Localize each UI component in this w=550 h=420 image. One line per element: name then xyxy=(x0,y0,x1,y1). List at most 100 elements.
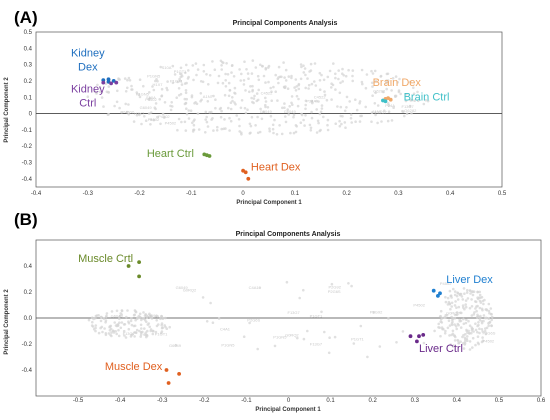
data-point-muscle-crtl xyxy=(137,274,142,279)
gene-cloud-point xyxy=(148,96,152,100)
gene-cloud-point xyxy=(454,300,457,303)
gene-cloud-point xyxy=(299,63,303,66)
gene-cloud-point xyxy=(334,76,337,80)
gene-cloud-point xyxy=(91,325,95,328)
gene-cloud-point xyxy=(174,343,178,347)
gene-cloud-point xyxy=(254,66,258,69)
gene-cloud-label: S10A xyxy=(162,65,172,70)
gene-cloud-point xyxy=(276,99,279,102)
gene-cloud-point xyxy=(332,62,335,65)
gene-cloud-point xyxy=(148,91,151,94)
gene-cloud-point xyxy=(240,133,243,136)
gene-cloud-point xyxy=(370,81,374,85)
gene-cloud-point xyxy=(476,290,480,294)
gene-cloud-point xyxy=(139,335,142,338)
gene-cloud-point xyxy=(272,131,275,135)
gene-cloud-point xyxy=(164,316,167,320)
panel-b-xtick-label: 0.4 xyxy=(453,398,462,404)
gene-cloud-point xyxy=(171,105,174,108)
gene-cloud-point xyxy=(271,123,275,127)
gene-cloud-point xyxy=(344,74,348,78)
gene-cloud-point xyxy=(104,332,108,335)
gene-cloud-point xyxy=(399,92,403,96)
gene-cloud-point xyxy=(490,324,493,328)
gene-cloud-point xyxy=(462,322,466,326)
gene-cloud-point xyxy=(210,118,213,121)
series-label-liver-dex: Liver Dex xyxy=(446,274,493,286)
gene-cloud-point xyxy=(468,324,472,328)
gene-cloud-point xyxy=(295,125,299,128)
gene-cloud-point xyxy=(143,115,146,118)
gene-cloud-point xyxy=(86,95,90,98)
gene-cloud-point xyxy=(370,69,373,73)
gene-cloud-point xyxy=(149,118,153,121)
gene-cloud-point xyxy=(478,318,482,322)
gene-cloud-point xyxy=(448,302,452,306)
gene-cloud-point xyxy=(351,69,355,72)
gene-cloud-point xyxy=(453,334,457,338)
gene-cloud-point xyxy=(284,120,288,124)
data-point-liver-ctrl xyxy=(421,333,426,337)
gene-cloud-point xyxy=(317,121,320,125)
gene-cloud-point xyxy=(104,82,108,86)
gene-cloud-point xyxy=(453,313,457,317)
panel-b-ytick-label: 0.4 xyxy=(24,264,33,270)
gene-cloud-point xyxy=(274,90,278,93)
gene-cloud-point xyxy=(216,81,220,85)
gene-cloud-point xyxy=(118,321,121,325)
gene-cloud-point xyxy=(247,77,250,80)
gene-cloud-point xyxy=(98,90,102,94)
gene-cloud-point xyxy=(292,113,296,117)
gene-cloud-point xyxy=(482,319,485,323)
panel-a-xtick-label: 0.5 xyxy=(498,191,507,197)
gene-cloud-point xyxy=(482,302,485,306)
series-label-brain-dex: Brain Dex xyxy=(373,77,422,89)
gene-cloud-point xyxy=(412,86,415,89)
gene-cloud-point xyxy=(323,90,326,93)
gene-cloud-point xyxy=(91,320,94,324)
gene-cloud-label: P1GT1 xyxy=(351,337,364,342)
gene-cloud-point xyxy=(395,341,398,344)
data-point-liver-ctrl xyxy=(408,334,413,339)
gene-cloud-point xyxy=(380,120,383,123)
gene-cloud-point xyxy=(185,97,188,101)
gene-cloud-point xyxy=(405,93,408,96)
series-label-muscle-dex: Muscle Dex xyxy=(105,361,163,373)
gene-cloud-label: C4A1 xyxy=(249,285,260,290)
gene-cloud-point xyxy=(455,306,458,310)
gene-cloud-point xyxy=(130,88,133,91)
gene-cloud-point xyxy=(456,298,460,301)
gene-cloud-point xyxy=(455,294,459,298)
series-label-heart-ctrl: Heart Ctrl xyxy=(147,148,194,160)
gene-cloud-point xyxy=(92,317,95,321)
gene-cloud-point xyxy=(183,97,187,101)
gene-cloud-point xyxy=(326,123,329,127)
gene-cloud-point xyxy=(161,112,165,116)
panel-b-xtick-label: -0.3 xyxy=(157,398,168,404)
gene-cloud-point xyxy=(386,102,390,105)
gene-cloud-point xyxy=(364,86,368,90)
gene-cloud-point xyxy=(468,306,472,310)
gene-cloud-point xyxy=(270,99,274,102)
gene-cloud-point xyxy=(115,100,119,104)
gene-cloud-point xyxy=(264,66,268,70)
gene-cloud-point xyxy=(289,131,292,135)
gene-cloud-point xyxy=(160,314,163,318)
gene-cloud-point xyxy=(284,85,287,88)
data-point-heart-ctrl xyxy=(207,154,212,158)
gene-cloud-point xyxy=(187,75,190,79)
gene-cloud-point xyxy=(173,73,177,76)
gene-cloud-point xyxy=(161,317,165,321)
gene-cloud-point xyxy=(359,324,363,328)
gene-cloud-point xyxy=(470,305,474,308)
gene-cloud-point xyxy=(233,86,237,90)
gene-cloud-point xyxy=(207,83,210,86)
gene-cloud-point xyxy=(461,335,464,339)
gene-cloud-point xyxy=(387,110,391,113)
gene-cloud-point xyxy=(344,126,347,129)
gene-cloud-point xyxy=(171,81,175,85)
data-point-liver-dex xyxy=(438,291,442,296)
gene-cloud-point xyxy=(194,101,197,104)
gene-cloud-point xyxy=(235,114,238,117)
